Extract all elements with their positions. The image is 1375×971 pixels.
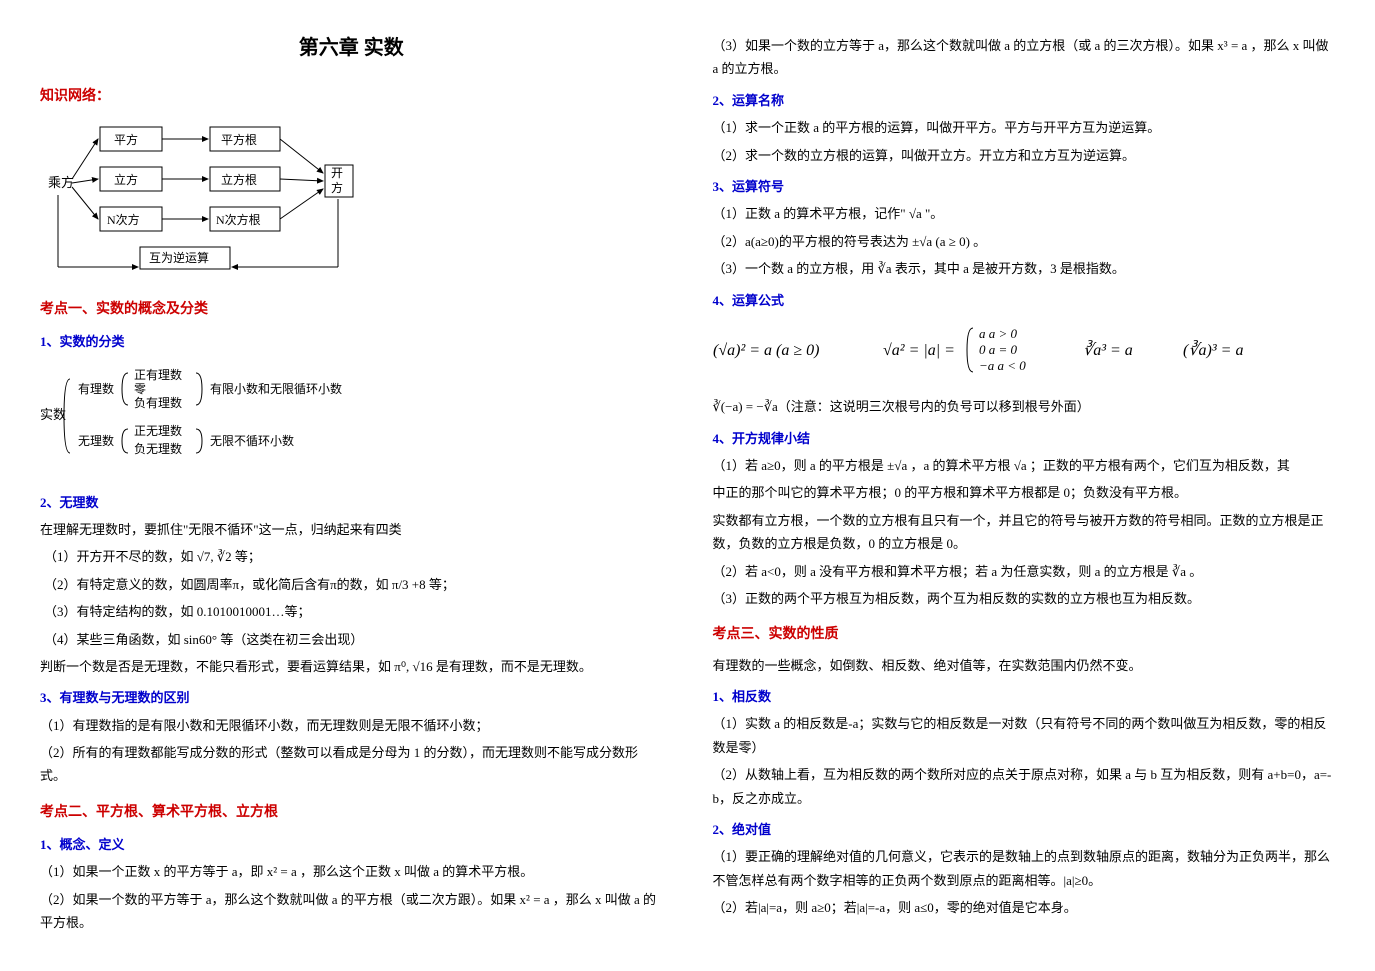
tree-root: 实数 — [40, 407, 66, 422]
formula-block: (√a)² = a (a ≥ 0) √a² = |a| = a a > 0 0 … — [713, 320, 1336, 387]
tree-b1note: 有限小数和无限循环小数 — [210, 381, 342, 396]
tree-b1b: 零 — [134, 382, 146, 396]
h1-2: 2、无理数 — [40, 491, 663, 514]
svg-text:a a > 0: a a > 0 — [979, 326, 1018, 341]
kp2: 考点二、平方根、算术平方根、立方根 — [40, 800, 663, 825]
left-column: 第六章 实数 知识网络： 乘方 平方 平方根 立方 立方根 N次方 N次方根 开… — [40, 30, 663, 939]
chapter-title: 第六章 实数 — [40, 30, 663, 66]
p8-1a: （1）若 a≥0，则 a 的平方根是 ±√a ，a 的算术平方根 √a ；正数的… — [713, 454, 1336, 477]
tree-b2: 无理数 — [78, 433, 114, 448]
tree-b1c: 负有理数 — [134, 395, 182, 410]
svg-text:(∛a)³ = a: (∛a)³ = a — [1183, 340, 1243, 359]
p8-2: （2）若 a<0，则 a 没有平方根和算术平方根；若 a 为任意实数，则 a 的… — [713, 560, 1336, 583]
net-n1a: 平方 — [114, 132, 138, 147]
p3-1: （1）有理数指的是有限小数和无限循环小数，而无理数则是无限不循环小数； — [40, 714, 663, 737]
net-n2a: 立方 — [114, 172, 138, 187]
p6-1: （1）求一个正数 a 的平方根的运算，叫做开平方。平方与开平方互为逆运算。 — [713, 116, 1336, 139]
p10-1: （1）实数 a 的相反数是-a；实数与它的相反数是一对数（只有符号不同的两个数叫… — [713, 712, 1336, 759]
svg-text:√a² = |a| =: √a² = |a| = — [883, 342, 955, 359]
right-column: （3）如果一个数的立方等于 a，那么这个数就叫做 a 的立方根（或 a 的三次方… — [713, 30, 1336, 939]
net-left: 乘方 — [48, 175, 74, 190]
formula-note: ∛(−a) = −∛a（注意：这说明三次根号内的负号可以移到根号外面） — [713, 395, 1336, 418]
p1: 在理解无理数时，要抓住"无限不循环"这一点，归纳起来有四类 — [40, 518, 663, 541]
net-n2b: 立方根 — [221, 172, 257, 187]
p11-1: （1）要正确的理解绝对值的几何意义，它表示的是数轴上的点到数轴原点的距离，数轴分… — [713, 845, 1336, 892]
h2-4: 4、运算公式 — [713, 289, 1336, 312]
h2-2: 2、运算名称 — [713, 89, 1336, 112]
p4-2: （2）如果一个数的平方等于 a，那么这个数就叫做 a 的平方根（或二次方跟）。如… — [40, 888, 663, 935]
tree-b1: 有理数 — [78, 381, 114, 396]
p1-4: （4）某些三角函数，如 sin60° 等（这类在初三会出现） — [40, 628, 663, 651]
network-diagram: 乘方 平方 平方根 立方 立方根 N次方 N次方根 开 方 — [40, 117, 663, 284]
net-right-2: 方 — [331, 180, 343, 195]
p8-3: （3）正数的两个平方根互为相反数，两个互为相反数的实数的立方根也互为相反数。 — [713, 587, 1336, 610]
h3-1: 1、相反数 — [713, 685, 1336, 708]
p8-1b: 中正的那个叫它的算术平方根；0 的平方根和算术平方根都是 0；负数没有平方根。 — [713, 481, 1336, 504]
net-n3a: N次方 — [107, 212, 140, 227]
p9: 有理数的一些概念，如倒数、相反数、绝对值等，在实数范围内仍然不变。 — [713, 654, 1336, 677]
p7-3: （3）一个数 a 的立方根，用 ∛a 表示，其中 a 是被开方数，3 是根指数。 — [713, 257, 1336, 280]
net-n1b: 平方根 — [221, 132, 257, 147]
tree-b2b: 负无理数 — [134, 441, 182, 456]
tree-b2a: 正无理数 — [134, 423, 182, 438]
kp1: 考点一、实数的概念及分类 — [40, 297, 663, 322]
p5: （3）如果一个数的立方等于 a，那么这个数就叫做 a 的立方根（或 a 的三次方… — [713, 34, 1336, 81]
p7-1: （1）正数 a 的算术平方根，记作" √a "。 — [713, 202, 1336, 225]
p2: 判断一个数是否是无理数，不能只看形式，要看运算结果，如 π⁰, √16 是有理数… — [40, 655, 663, 678]
h2-5: 4、开方规律小结 — [713, 427, 1336, 450]
svg-text:−a a < 0: −a a < 0 — [979, 358, 1026, 373]
p1-2: （2）有特定意义的数，如圆周率π，或化简后含有π的数，如 π/3 +8 等； — [40, 573, 663, 596]
p3-2: （2）所有的有理数都能写成分数的形式（整数可以看成是分母为 1 的分数），而无理… — [40, 741, 663, 788]
h2-3: 3、运算符号 — [713, 175, 1336, 198]
h1-3: 3、有理数与无理数的区别 — [40, 686, 663, 709]
h2-1: 1、概念、定义 — [40, 833, 663, 856]
tree-diagram: 实数 有理数 无理数 正有理数 零 负有理数 有限小数和无限循环小数 正无理数 … — [40, 361, 663, 478]
net-bottom: 互为逆运算 — [149, 250, 209, 265]
net-right-1: 开 — [331, 166, 343, 180]
net-n3b: N次方根 — [216, 212, 261, 227]
p4-1: （1）如果一个正数 x 的平方等于 a，即 x² = a ，那么这个正数 x 叫… — [40, 860, 663, 883]
p6-2: （2）求一个数的立方根的运算，叫做开立方。开立方和立方互为逆运算。 — [713, 144, 1336, 167]
p1-3: （3）有特定结构的数，如 0.1010010001…等； — [40, 600, 663, 623]
p8-1c: 实数都有立方根，一个数的立方根有且只有一个，并且它的符号与被开方数的符号相同。正… — [713, 509, 1336, 556]
p1-1: （1）开方开不尽的数，如 √7, ∛2 等； — [40, 545, 663, 568]
tree-b1a: 正有理数 — [134, 367, 182, 382]
h1-1: 1、实数的分类 — [40, 330, 663, 353]
p11-2: （2）若|a|=a，则 a≥0；若|a|=-a，则 a≤0，零的绝对值是它本身。 — [713, 896, 1336, 919]
kp3: 考点三、实数的性质 — [713, 622, 1336, 647]
tree-b2note: 无限不循环小数 — [210, 433, 294, 448]
p7-2: （2）a(a≥0)的平方根的符号表达为 ±√a (a ≥ 0) 。 — [713, 230, 1336, 253]
svg-text:∛a³ = a: ∛a³ = a — [1083, 340, 1133, 359]
p10-2: （2）从数轴上看，互为相反数的两个数所对应的点关于原点对称，如果 a 与 b 互… — [713, 763, 1336, 810]
svg-text:0 a = 0: 0 a = 0 — [979, 342, 1018, 357]
heading-network: 知识网络： — [40, 84, 663, 109]
svg-text:(√a)² = a (a ≥ 0): (√a)² = a (a ≥ 0) — [713, 342, 819, 359]
h3-2: 2、绝对值 — [713, 818, 1336, 841]
